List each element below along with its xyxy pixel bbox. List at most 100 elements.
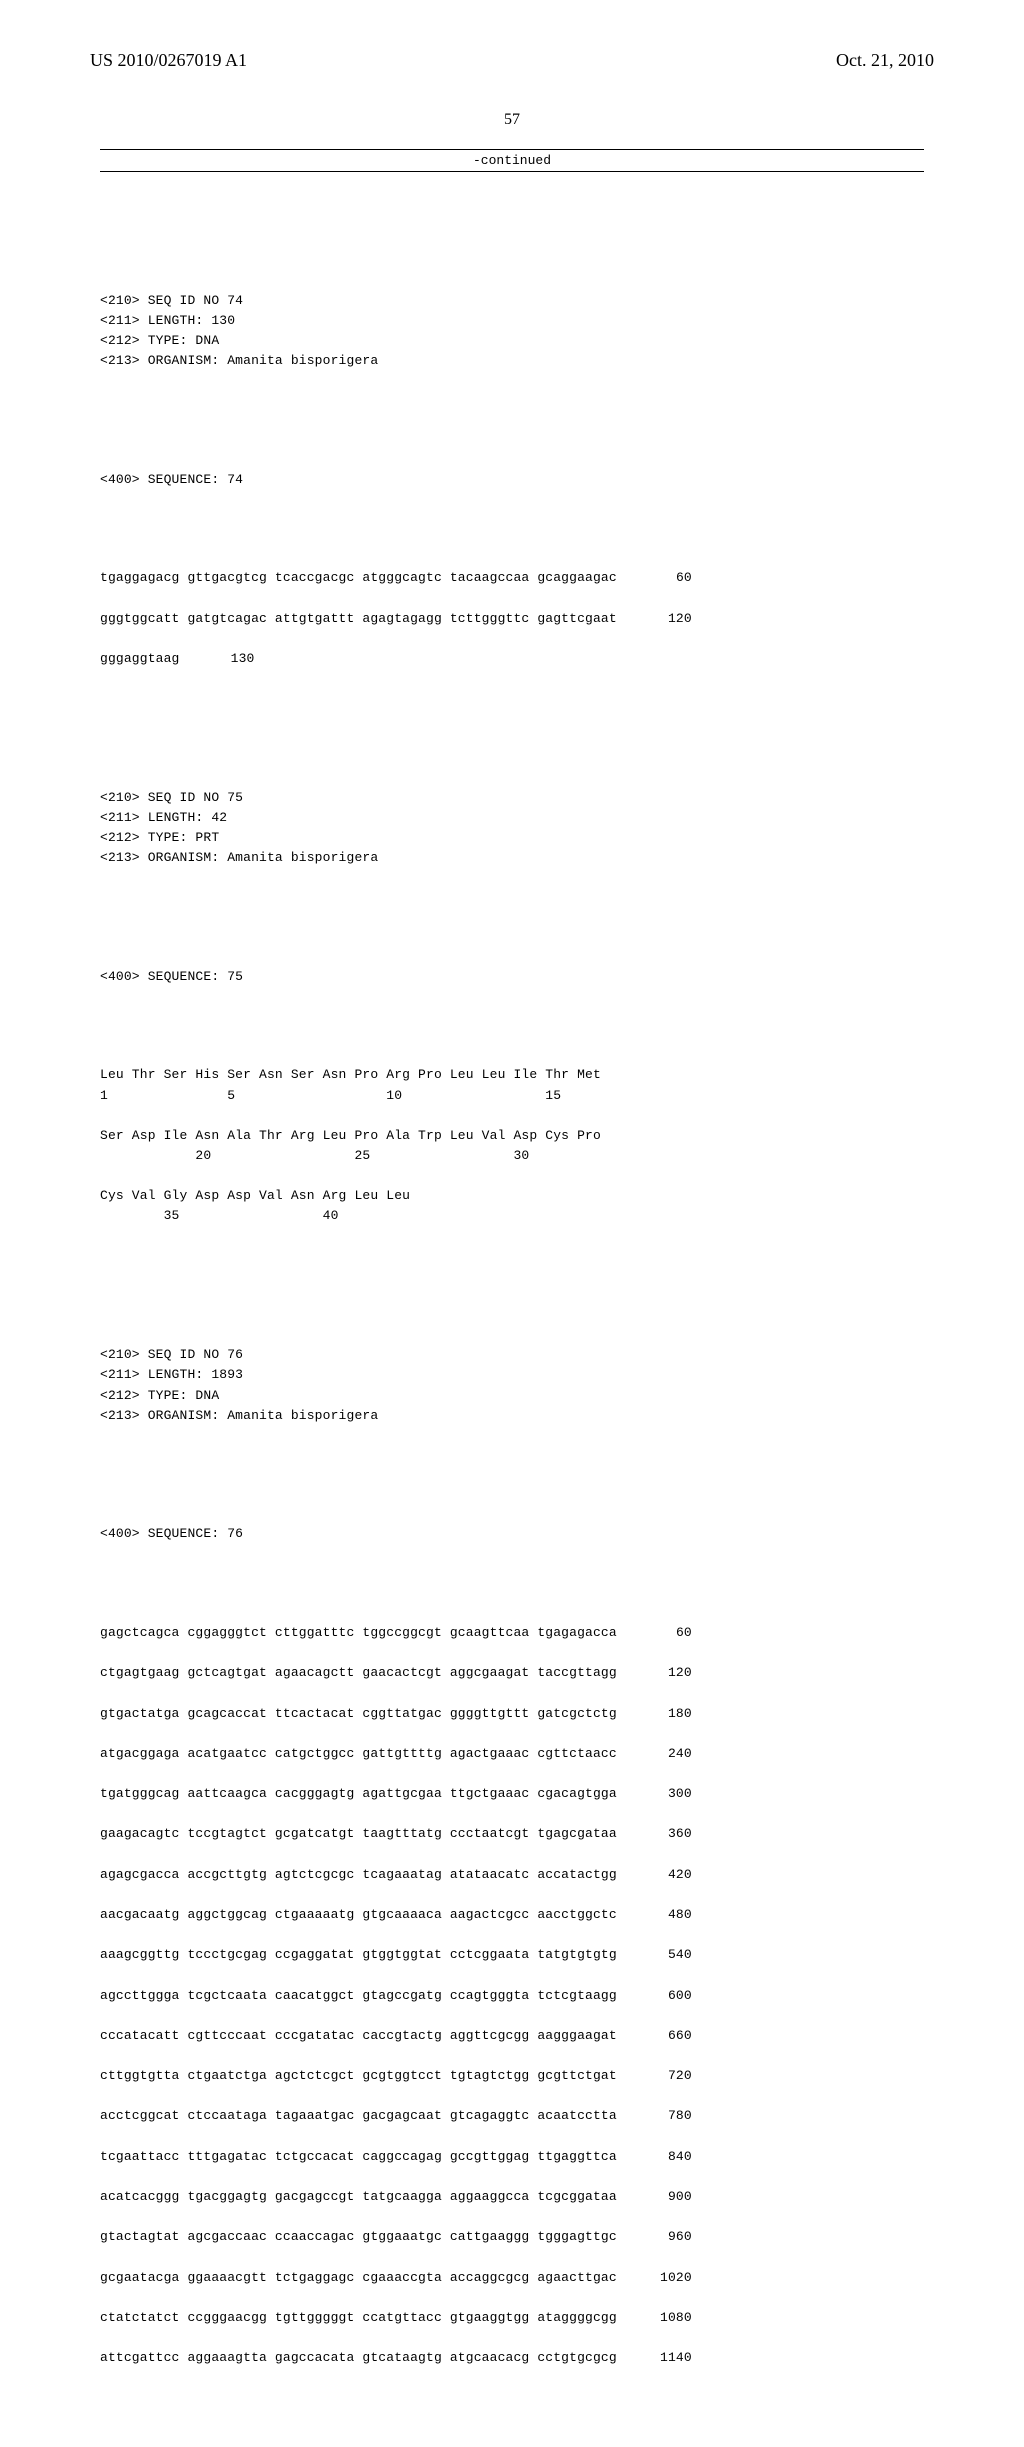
- dna-pos: 420: [637, 1865, 692, 1885]
- seq-header-line: <210> SEQ ID NO 75: [100, 790, 243, 805]
- dna-line: acctcggcat ctccaataga tagaaatgac gacgagc…: [100, 2106, 934, 2126]
- dna-seq: gaagacagtc tccgtagtct gcgatcatgt taagttt…: [100, 1824, 617, 1844]
- dna-line: attcgattcc aggaaagtta gagccacata gtcataa…: [100, 2348, 934, 2368]
- seq-header-line: <213> ORGANISM: Amanita bisporigera: [100, 1408, 378, 1423]
- dna-line: gggtggcatt gatgtcagac attgtgattt agagtag…: [100, 609, 934, 629]
- dna-seq: aacgacaatg aggctggcag ctgaaaaatg gtgcaaa…: [100, 1905, 617, 1925]
- prt-line: 1 5 10 15: [100, 1088, 561, 1103]
- dna-line: tcgaattacc tttgagatac tctgccacat caggcca…: [100, 2147, 934, 2167]
- seq-74-header: <210> SEQ ID NO 74 <211> LENGTH: 130 <21…: [100, 271, 934, 392]
- page-header: US 2010/0267019 A1 Oct. 21, 2010: [90, 50, 934, 71]
- seq-header-line: <213> ORGANISM: Amanita bisporigera: [100, 850, 378, 865]
- dna-pos: 240: [637, 1744, 692, 1764]
- dna-pos: 360: [637, 1824, 692, 1844]
- dna-line: cttggtgtta ctgaatctga agctctcgct gcgtggt…: [100, 2066, 934, 2086]
- dna-pos: 660: [637, 2026, 692, 2046]
- seq-75-header: <210> SEQ ID NO 75 <211> LENGTH: 42 <212…: [100, 768, 934, 889]
- dna-line: tgatgggcag aattcaagca cacgggagtg agattgc…: [100, 1784, 934, 1804]
- seq-header-line: <213> ORGANISM: Amanita bisporigera: [100, 353, 378, 368]
- seq-header-line: <210> SEQ ID NO 74: [100, 293, 243, 308]
- dna-pos: 120: [637, 1663, 692, 1683]
- seq-header-line: <212> TYPE: PRT: [100, 830, 219, 845]
- dna-seq: ctgagtgaag gctcagtgat agaacagctt gaacact…: [100, 1663, 617, 1683]
- seq-76-header: <210> SEQ ID NO 76 <211> LENGTH: 1893 <2…: [100, 1325, 934, 1446]
- dna-line: aacgacaatg aggctggcag ctgaaaaatg gtgcaaa…: [100, 1905, 934, 1925]
- sequence-label: <400> SEQUENCE: 75: [100, 969, 243, 984]
- dna-line: acatcacggg tgacggagtg gacgagccgt tatgcaa…: [100, 2187, 934, 2207]
- dna-seq: gagctcagca cggagggtct cttggatttc tggccgg…: [100, 1623, 617, 1643]
- publication-date: Oct. 21, 2010: [836, 50, 934, 71]
- seq-header-line: <210> SEQ ID NO 76: [100, 1347, 243, 1362]
- dna-pos: 180: [637, 1704, 692, 1724]
- dna-pos: 60: [637, 1623, 692, 1643]
- patent-page: US 2010/0267019 A1 Oct. 21, 2010 57 -con…: [0, 0, 1024, 1320]
- dna-seq: gggtggcatt gatgtcagac attgtgattt agagtag…: [100, 609, 617, 629]
- dna-pos: 60: [637, 568, 692, 588]
- dna-pos: 780: [637, 2106, 692, 2126]
- dna-seq: atgacggaga acatgaatcc catgctggcc gattgtt…: [100, 1744, 617, 1764]
- dna-seq: tcgaattacc tttgagatac tctgccacat caggcca…: [100, 2147, 617, 2167]
- seq-header-line: <211> LENGTH: 1893: [100, 1367, 243, 1382]
- dna-line: agccttggga tcgctcaata caacatggct gtagccg…: [100, 1986, 934, 2006]
- dna-line: atgacggaga acatgaatcc catgctggcc gattgtt…: [100, 1744, 934, 1764]
- dna-seq: gggaggtaag: [100, 649, 180, 669]
- dna-line: aaagcggttg tccctgcgag ccgaggatat gtggtgg…: [100, 1945, 934, 1965]
- prt-line: 35 40: [100, 1208, 339, 1223]
- seq-header-line: <211> LENGTH: 130: [100, 313, 235, 328]
- dna-seq: tgaggagacg gttgacgtcg tcaccgacgc atgggca…: [100, 568, 617, 588]
- seq-header-line: <212> TYPE: DNA: [100, 333, 219, 348]
- seq-header-line: <212> TYPE: DNA: [100, 1388, 219, 1403]
- dna-seq: cccatacatt cgttcccaat cccgatatac caccgta…: [100, 2026, 617, 2046]
- dna-seq: tgatgggcag aattcaagca cacgggagtg agattgc…: [100, 1784, 617, 1804]
- dna-line: gaagacagtc tccgtagtct gcgatcatgt taagttt…: [100, 1824, 934, 1844]
- sequence-listing: <210> SEQ ID NO 74 <211> LENGTH: 130 <21…: [100, 190, 934, 2447]
- dna-line: ctatctatct ccgggaacgg tgttgggggt ccatgtt…: [100, 2308, 934, 2328]
- prt-line: 20 25 30: [100, 1148, 529, 1163]
- dna-line: gagctcagca cggagggtct cttggatttc tggccgg…: [100, 1623, 934, 1643]
- dna-pos: 300: [637, 1784, 692, 1804]
- dna-seq: gtgactatga gcagcaccat ttcactacat cggttat…: [100, 1704, 617, 1724]
- dna-pos: 720: [637, 2066, 692, 2086]
- seq-75-label: <400> SEQUENCE: 75: [100, 967, 934, 987]
- dna-line: gggaggtaag 130: [100, 649, 934, 669]
- dna-line: agagcgacca accgcttgtg agtctcgcgc tcagaaa…: [100, 1865, 934, 1885]
- dna-pos: 1020: [637, 2268, 692, 2288]
- prt-line: Leu Thr Ser His Ser Asn Ser Asn Pro Arg …: [100, 1067, 601, 1082]
- dna-pos: 120: [637, 609, 692, 629]
- dna-pos: 960: [637, 2227, 692, 2247]
- sequence-label: <400> SEQUENCE: 76: [100, 1526, 243, 1541]
- dna-line: gtactagtat agcgaccaac ccaaccagac gtggaaa…: [100, 2227, 934, 2247]
- dna-line: gtgactatga gcagcaccat ttcactacat cggttat…: [100, 1704, 934, 1724]
- seq-76-label: <400> SEQUENCE: 76: [100, 1524, 934, 1544]
- dna-seq: acatcacggg tgacggagtg gacgagccgt tatgcaa…: [100, 2187, 617, 2207]
- dna-pos: 130: [200, 649, 255, 669]
- dna-line: cccatacatt cgttcccaat cccgatatac caccgta…: [100, 2026, 934, 2046]
- dna-seq: ctatctatct ccgggaacgg tgttgggggt ccatgtt…: [100, 2308, 617, 2328]
- seq-75-body: Leu Thr Ser His Ser Asn Ser Asn Pro Arg …: [100, 1065, 934, 1226]
- dna-pos: 1140: [637, 2348, 692, 2368]
- dna-line: gcgaatacga ggaaaacgtt tctgaggagc cgaaacc…: [100, 2268, 934, 2288]
- dna-seq: aaagcggttg tccctgcgag ccgaggatat gtggtgg…: [100, 1945, 617, 1965]
- page-number: 57: [90, 111, 934, 129]
- seq-76-body: gagctcagca cggagggtct cttggatttc tggccgg…: [100, 1623, 934, 2368]
- seq-header-line: <211> LENGTH: 42: [100, 810, 227, 825]
- prt-line: Cys Val Gly Asp Asp Val Asn Arg Leu Leu: [100, 1188, 410, 1203]
- dna-seq: acctcggcat ctccaataga tagaaatgac gacgagc…: [100, 2106, 617, 2126]
- dna-pos: 540: [637, 1945, 692, 1965]
- seq-74-label: <400> SEQUENCE: 74: [100, 470, 934, 490]
- dna-line: tgaggagacg gttgacgtcg tcaccgacgc atgggca…: [100, 568, 934, 588]
- dna-pos: 900: [637, 2187, 692, 2207]
- dna-seq: gtactagtat agcgaccaac ccaaccagac gtggaaa…: [100, 2227, 617, 2247]
- sequence-label: <400> SEQUENCE: 74: [100, 472, 243, 487]
- prt-line: Ser Asp Ile Asn Ala Thr Arg Leu Pro Ala …: [100, 1128, 601, 1143]
- dna-seq: cttggtgtta ctgaatctga agctctcgct gcgtggt…: [100, 2066, 617, 2086]
- publication-number: US 2010/0267019 A1: [90, 50, 247, 71]
- continued-rule: -continued: [100, 149, 924, 172]
- dna-pos: 480: [637, 1905, 692, 1925]
- dna-line: ctgagtgaag gctcagtgat agaacagctt gaacact…: [100, 1663, 934, 1683]
- dna-pos: 1080: [637, 2308, 692, 2328]
- dna-pos: 600: [637, 1986, 692, 2006]
- dna-seq: attcgattcc aggaaagtta gagccacata gtcataa…: [100, 2348, 617, 2368]
- continued-label: -continued: [100, 149, 924, 172]
- dna-pos: 840: [637, 2147, 692, 2167]
